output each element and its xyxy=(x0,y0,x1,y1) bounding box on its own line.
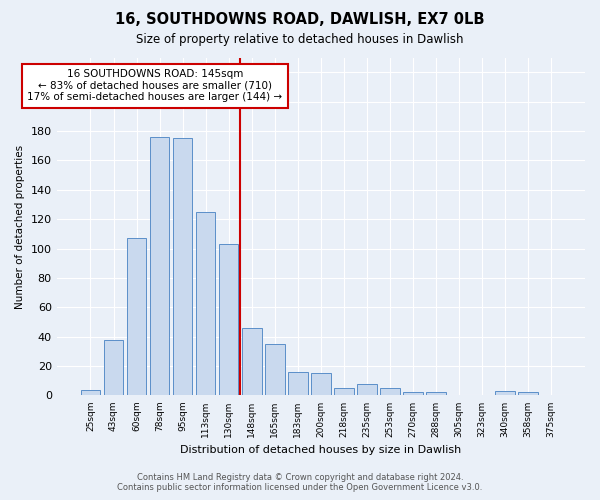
Text: Size of property relative to detached houses in Dawlish: Size of property relative to detached ho… xyxy=(136,32,464,46)
Y-axis label: Number of detached properties: Number of detached properties xyxy=(15,144,25,308)
Bar xyxy=(496,391,515,396)
Text: Contains HM Land Registry data © Crown copyright and database right 2024.
Contai: Contains HM Land Registry data © Crown c… xyxy=(118,473,482,492)
Bar xyxy=(80,390,100,396)
Bar xyxy=(150,137,169,396)
Text: 16, SOUTHDOWNS ROAD, DAWLISH, EX7 0LB: 16, SOUTHDOWNS ROAD, DAWLISH, EX7 0LB xyxy=(115,12,485,28)
Bar xyxy=(104,340,123,396)
Text: 16 SOUTHDOWNS ROAD: 145sqm
← 83% of detached houses are smaller (710)
17% of sem: 16 SOUTHDOWNS ROAD: 145sqm ← 83% of deta… xyxy=(28,70,283,102)
Bar xyxy=(311,374,331,396)
Bar xyxy=(173,138,193,396)
Bar xyxy=(334,388,353,396)
Bar xyxy=(288,372,308,396)
Bar xyxy=(127,238,146,396)
Bar xyxy=(518,392,538,396)
Bar xyxy=(357,384,377,396)
Bar xyxy=(380,388,400,396)
Bar xyxy=(219,244,238,396)
Bar xyxy=(403,392,423,396)
Bar xyxy=(265,344,284,396)
X-axis label: Distribution of detached houses by size in Dawlish: Distribution of detached houses by size … xyxy=(180,445,461,455)
Bar xyxy=(196,212,215,396)
Bar xyxy=(242,328,262,396)
Bar xyxy=(426,392,446,396)
